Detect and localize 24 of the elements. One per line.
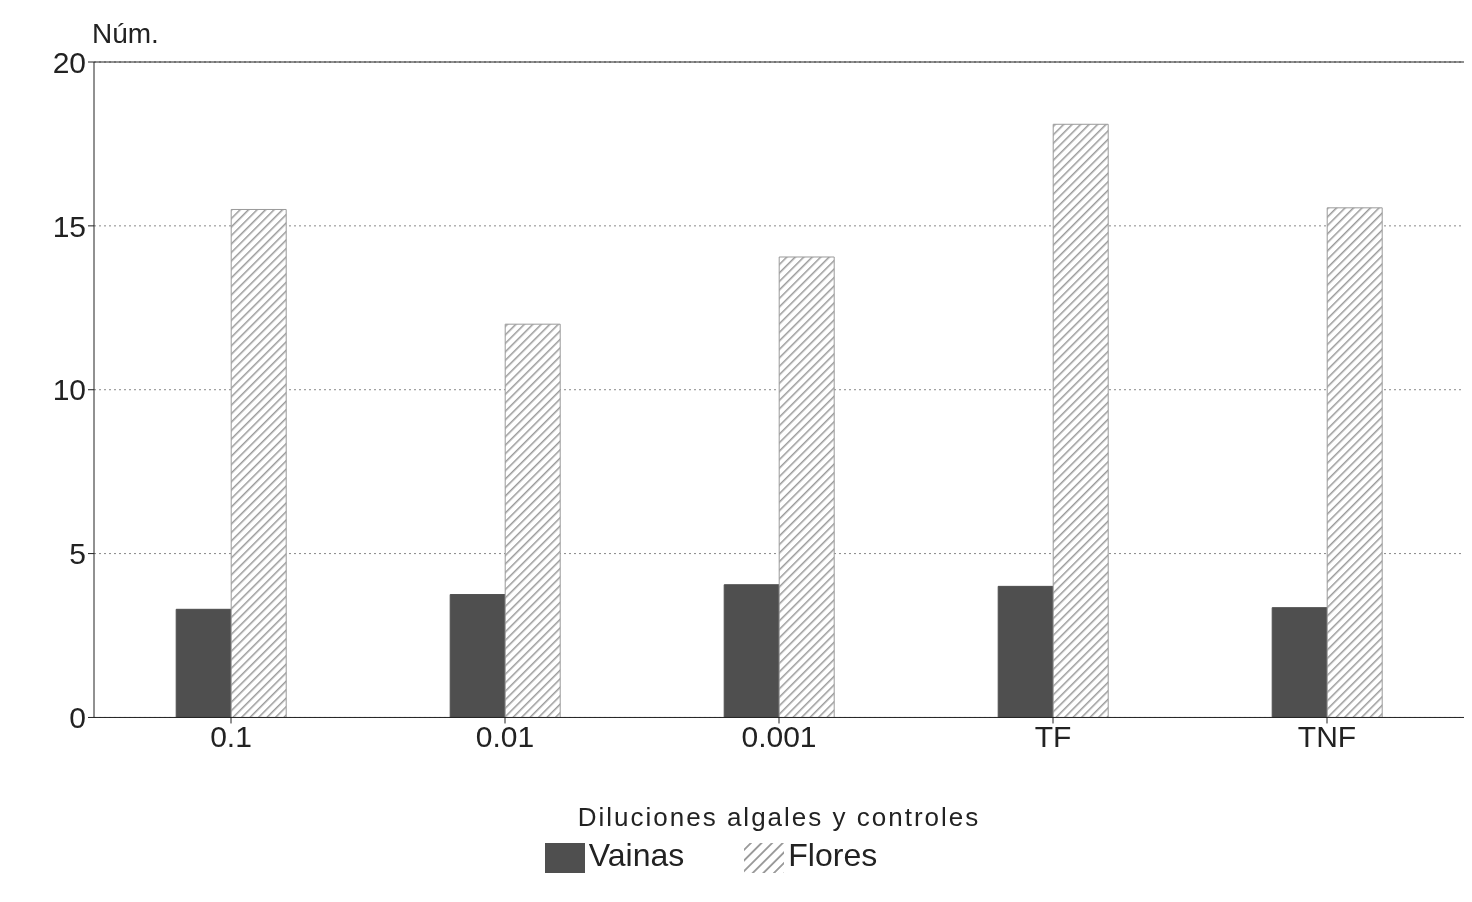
x-tick-label: 0.001 [741,719,817,753]
bar [1052,123,1109,718]
x-tick-label: TF [1034,719,1072,753]
x-tick-label: 0.01 [475,719,535,753]
legend-label: Vainas [588,837,685,874]
legend-label: Flores [788,837,878,874]
y-tick-label: 5 [69,537,86,571]
y-axis-title: Núm. [92,18,159,50]
bar [504,323,561,718]
x-tick-label: TNF [1297,719,1357,753]
bar [230,208,287,718]
y-tick-label: 20 [52,45,86,79]
y-tick-label: 15 [52,209,86,243]
x-tick-label: 0.1 [210,719,252,753]
y-tick-label: 10 [52,373,86,407]
bar [1271,607,1328,718]
bar [449,594,506,718]
bar [997,585,1054,718]
bar [778,256,835,718]
bar [1326,207,1383,718]
bar [175,608,232,718]
bar [723,584,780,718]
x-axis-title: Diluciones algales y controles [577,801,981,832]
y-tick-label: 0 [69,701,86,735]
